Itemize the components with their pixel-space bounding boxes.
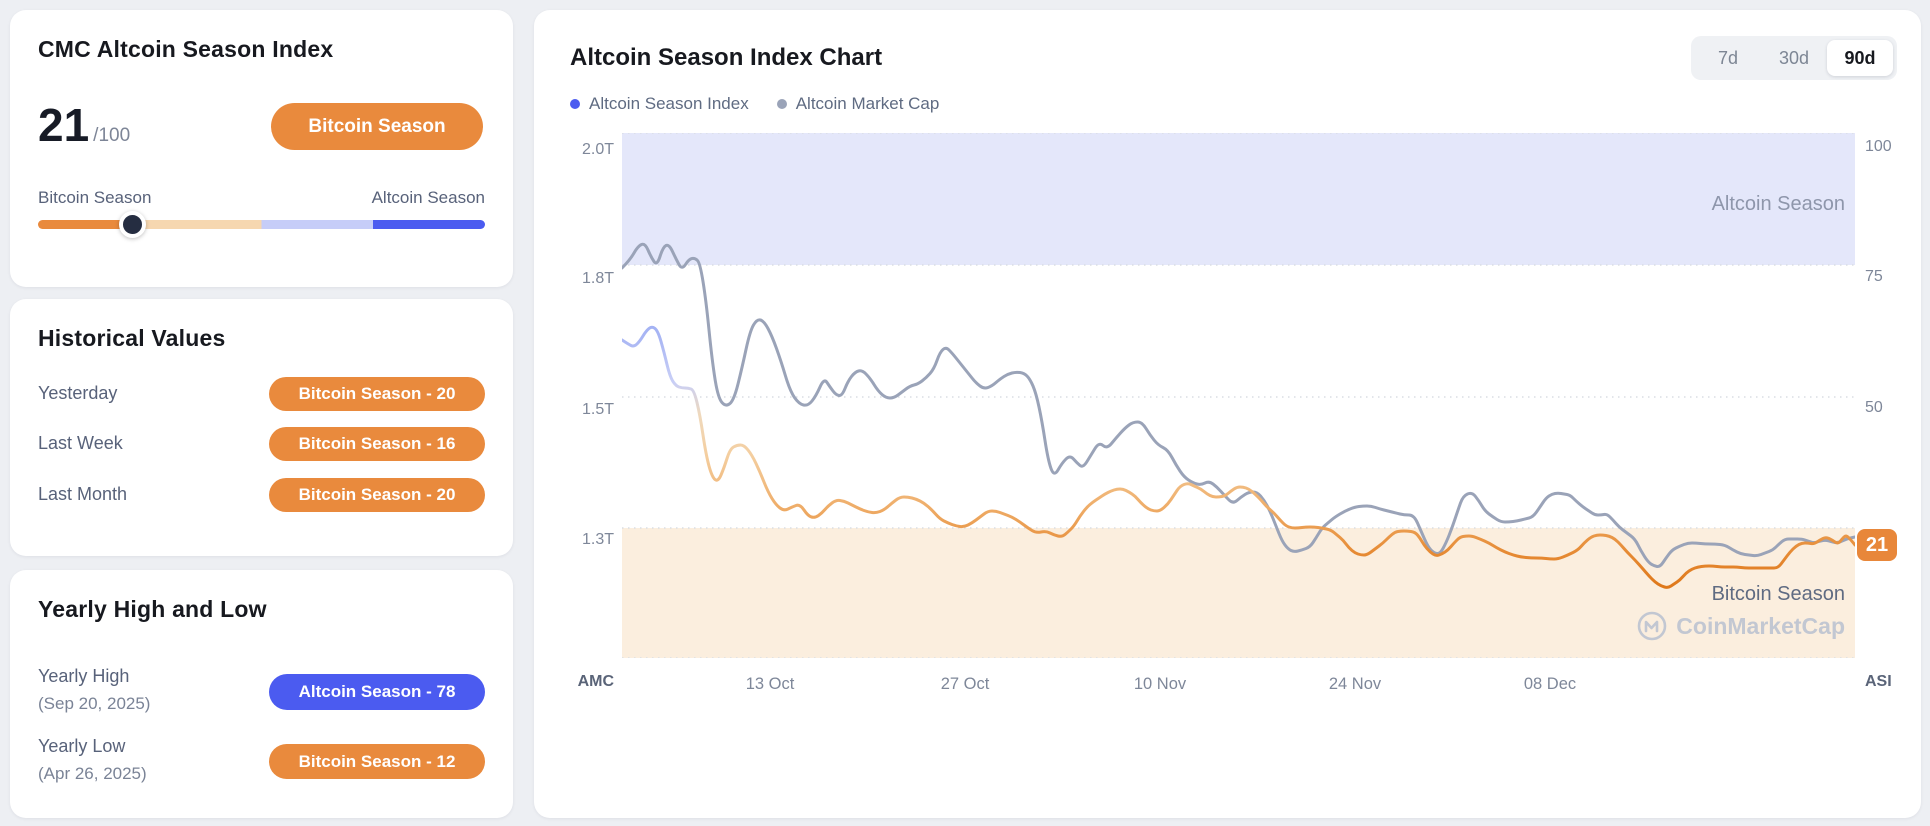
altcoin-season-zone-label: Altcoin Season	[1711, 193, 1845, 215]
historical-row-badge: Bitcoin Season - 20	[269, 478, 485, 512]
historical-row-label: Yesterday	[38, 383, 118, 403]
y-axis-right-caption: ASI	[1865, 673, 1892, 690]
range-button-90d[interactable]: 90d	[1827, 40, 1893, 76]
season-status-badge: Bitcoin Season	[271, 103, 483, 150]
legend-dot-amc-icon	[776, 99, 787, 109]
x-axis-date-tick: 13 Oct	[745, 675, 795, 693]
season-scale-indicator-dot	[118, 211, 146, 238]
historical-row-badge: Bitcoin Season - 20	[269, 377, 485, 411]
chart-plot-svg[interactable]	[622, 133, 1855, 658]
coinmarketcap-logo-icon	[1637, 611, 1667, 641]
yearly-low-badge: Bitcoin Season - 12	[269, 744, 485, 779]
y-axis-left-tick: 1.5T	[581, 401, 614, 418]
asi-line	[622, 325, 1855, 589]
historical-row-label: Last Month	[38, 484, 128, 504]
scale-right-label: Altcoin Season	[371, 188, 485, 207]
y-axis-left-tick: 1.3T	[581, 531, 614, 548]
index-card: CMC Altcoin Season Index 21/100 Bitcoin …	[10, 10, 513, 287]
legend-dot-asi-icon	[570, 99, 580, 109]
x-axis-date-tick: 27 Oct	[940, 675, 990, 693]
season-scale-bar	[38, 211, 485, 238]
coinmarketcap-watermark-text: CoinMarketCap	[1676, 612, 1845, 639]
historical-row-label: Last Week	[38, 433, 123, 453]
x-axis-date-tick: 10 Nov	[1133, 675, 1187, 693]
historical-row-badge: Bitcoin Season - 16	[269, 427, 485, 461]
range-button-30d[interactable]: 30d	[1778, 47, 1810, 68]
range-button-7d[interactable]: 7d	[1717, 47, 1739, 68]
index-score: 21/100	[38, 98, 130, 152]
legend-label-asi: Altcoin Season Index	[589, 94, 749, 113]
yearly-card-title: Yearly High and Low	[38, 596, 267, 622]
legend-item-amc[interactable]: Altcoin Market Cap	[776, 94, 940, 114]
index-score-value: 21	[38, 99, 90, 151]
yearly-card: Yearly High and Low Yearly High (Sep 20,…	[10, 570, 513, 818]
y-axis-left-caption: AMC	[577, 673, 614, 690]
gridlines	[622, 133, 1855, 658]
historical-card: Historical Values Yesterday Bitcoin Seas…	[10, 299, 513, 556]
chart-title: Altcoin Season Index Chart	[570, 44, 883, 71]
yearly-high-date: (Sep 20, 2025)	[38, 694, 151, 713]
current-value-badge: 21	[1857, 529, 1897, 561]
bitcoin-season-zone-label: Bitcoin Season	[1711, 583, 1845, 605]
yearly-high-label: Yearly High	[38, 666, 130, 686]
coinmarketcap-watermark: CoinMarketCap	[1636, 610, 1845, 642]
historical-card-title: Historical Values	[38, 325, 226, 351]
y-axis-left-tick: 1.8T	[581, 270, 614, 287]
altcoin-season-zone-band	[622, 133, 1855, 265]
range-selector: 7d 30d 90d	[1691, 36, 1897, 80]
x-axis-date-tick: 24 Nov	[1328, 675, 1382, 693]
legend-label-amc: Altcoin Market Cap	[795, 94, 940, 113]
y-axis-right-tick: 50	[1865, 399, 1883, 416]
index-score-max: /100	[93, 125, 131, 146]
scale-left-label: Bitcoin Season	[38, 188, 152, 207]
chart-legend: Altcoin Season Index Altcoin Market Cap	[570, 94, 939, 114]
bitcoin-season-zone-band	[622, 528, 1855, 658]
amc-line	[622, 242, 1855, 569]
x-axis-date-tick: 08 Dec	[1523, 675, 1577, 693]
y-axis-right-tick: 100	[1865, 138, 1892, 155]
chart-card: Altcoin Season Index Chart 7d 30d 90d Al…	[534, 10, 1921, 818]
legend-item-asi[interactable]: Altcoin Season Index	[570, 94, 749, 114]
yearly-high-badge: Altcoin Season - 78	[269, 674, 485, 710]
y-axis-right-tick: 75	[1865, 268, 1883, 285]
yearly-low-label: Yearly Low	[38, 736, 126, 756]
index-card-title: CMC Altcoin Season Index	[38, 36, 334, 62]
yearly-low-date: (Apr 26, 2025)	[38, 764, 147, 783]
y-axis-left-tick: 2.0T	[581, 141, 614, 158]
